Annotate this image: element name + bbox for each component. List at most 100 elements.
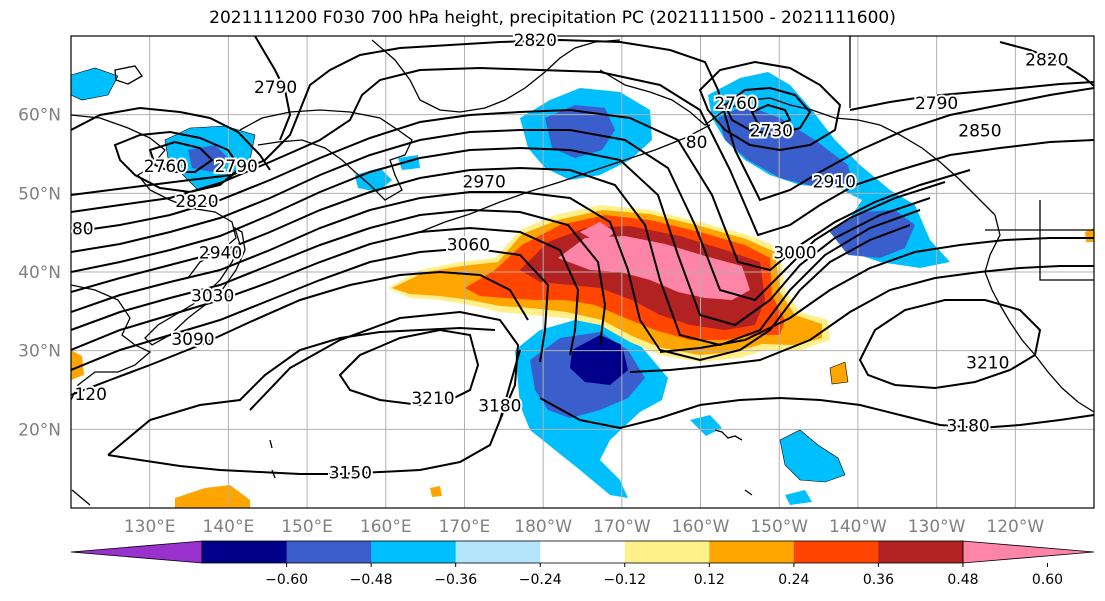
height-contours — [71, 36, 1094, 475]
longitude-label: 180°W — [514, 517, 572, 537]
coastlines — [71, 36, 1094, 506]
contour-3060 — [71, 226, 580, 356]
latitude-label: 60°N — [18, 106, 61, 126]
colorbar-tick-label: −0.36 — [434, 572, 477, 588]
contour-label: 3180 — [946, 416, 989, 436]
colorbar — [70, 540, 1095, 564]
coastline-north-america — [984, 214, 1094, 413]
contour-2820 — [71, 38, 1094, 202]
contour-label: 2760 — [144, 157, 187, 177]
coastline-okhotsk — [239, 109, 413, 201]
colorbar-tick-label: 0.24 — [778, 572, 809, 588]
contour-labels: 2820 2790 2760 2790 2820 80 2940 3030 3090 120 315… — [70, 29, 1070, 486]
contour-label: 3210 — [966, 353, 1009, 373]
longitude-labels: 130°E 140°E 150°E 160°E 170°E 180°W 170°W 160°W… — [124, 517, 1045, 537]
contour-label: 3060 — [447, 235, 490, 255]
colorbar-tick-label: −0.60 — [265, 572, 308, 588]
contour-label: 3000 — [773, 243, 816, 263]
contour-2910 — [71, 129, 946, 302]
shade-negative-region — [830, 210, 915, 258]
contour-alaska-low-outer — [698, 60, 842, 152]
colorbar-tick-label: −0.12 — [603, 572, 646, 588]
map-title: 2021111200 F030 700 hPa height, precipit… — [209, 8, 896, 28]
coastline-alaska — [599, 69, 996, 216]
colorbar-outline — [201, 540, 964, 564]
coastline-asia-north — [71, 114, 237, 279]
contour-label: 2940 — [199, 243, 242, 263]
contour-label: 3180 — [478, 397, 521, 417]
contour-label: 2910 — [813, 173, 856, 193]
colorbar-tick-label: 0.48 — [947, 572, 978, 588]
contour-label: 3030 — [191, 287, 234, 307]
colorbar-tick-label: 0.12 — [694, 572, 725, 588]
shade-positive-region — [580, 222, 615, 244]
colorbar-segment — [455, 541, 541, 563]
longitude-label: 150°W — [750, 517, 808, 537]
longitude-label: 160°E — [360, 517, 412, 537]
contour-label: 2760 — [714, 94, 757, 114]
contour-label: 2820 — [1025, 51, 1068, 71]
contour-east-3210 — [858, 299, 1042, 390]
contour-3210 — [338, 328, 480, 407]
colorbar-segment — [878, 541, 964, 563]
contour-alaska-low-inner — [723, 86, 812, 137]
contour-alaska-low-center — [750, 103, 792, 128]
contour-label: 2820 — [175, 192, 218, 212]
contour-3090 — [71, 246, 550, 371]
coastline-islands — [71, 439, 753, 506]
contour-3000 — [71, 191, 911, 362]
contour-label: 2820 — [514, 31, 557, 51]
colorbar-segment — [371, 541, 457, 563]
longitude-label: 160°W — [672, 517, 730, 537]
contour-2790 — [71, 36, 292, 171]
colorbar-extend-high — [962, 540, 1095, 564]
coastline-aleutians — [419, 124, 711, 233]
colorbar-segment — [624, 541, 710, 563]
shade-negative-region — [779, 429, 846, 483]
colorbar-segment — [286, 541, 372, 563]
contour-3120 — [71, 270, 529, 396]
contour-label: 2730 — [750, 121, 793, 141]
contour-east-3090 — [659, 237, 1094, 353]
contour-2970 — [71, 166, 921, 347]
longitude-label: 120°W — [986, 517, 1044, 537]
contour-label: 80 — [72, 220, 94, 240]
contour-label: 80 — [686, 133, 708, 153]
longitude-label: 170°E — [439, 517, 491, 537]
contour-2850 — [71, 66, 1094, 237]
shade-positive-region — [829, 361, 849, 385]
latitude-label: 50°N — [18, 184, 61, 204]
contour-label: 2850 — [958, 121, 1001, 141]
latitude-label: 40°N — [18, 263, 61, 283]
shade-negative-region — [71, 67, 119, 101]
shade-positive-region — [558, 236, 750, 300]
contour-east-3120 — [629, 265, 1094, 373]
contour-label: 3090 — [171, 330, 214, 350]
contour-ne-2790 — [849, 81, 1094, 111]
shade-positive-region — [175, 485, 250, 508]
border-canada-us — [849, 36, 1094, 281]
contour-2880 — [71, 108, 971, 272]
contour-2940 — [71, 146, 931, 327]
longitude-label: 130°E — [124, 517, 176, 537]
colorbar-segment — [202, 541, 288, 563]
longitude-label: 140°W — [829, 517, 887, 537]
coastline-alaska-islands — [114, 65, 143, 85]
shade-positive-region — [430, 486, 442, 497]
contour-label: 3210 — [411, 389, 454, 409]
colorbar-extend-low — [70, 540, 203, 564]
longitude-label: 130°W — [908, 517, 966, 537]
longitude-label: 170°W — [593, 517, 651, 537]
map-frame — [70, 35, 1095, 509]
shade-negative-region — [718, 105, 852, 188]
coastline-kamchatka — [371, 39, 621, 113]
colorbar-tick-label: 0.60 — [1032, 572, 1063, 588]
contour-label: 2790 — [215, 157, 258, 177]
colorbar-ticks: −0.60 −0.48 −0.36 −0.24 −0.12 0.12 0.24 0.36 0.4… — [265, 563, 1063, 588]
coastline-korea-china — [71, 284, 152, 401]
shade-positive-region — [71, 350, 84, 380]
contour-label: 2790 — [915, 94, 958, 114]
shade-negative-region — [570, 335, 628, 385]
map-gridlines — [71, 36, 1094, 508]
